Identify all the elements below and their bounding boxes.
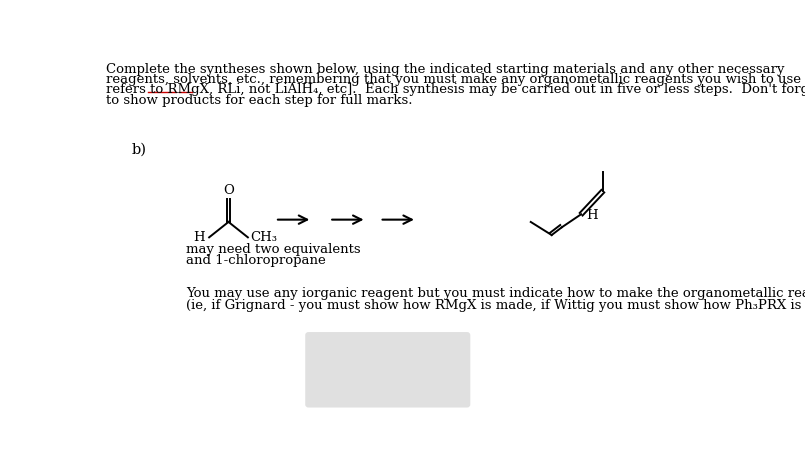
Text: and 1-chloropropane: and 1-chloropropane bbox=[186, 254, 326, 267]
Text: reagents, solvents, etc., remembering that you must make any organometallic reag: reagents, solvents, etc., remembering th… bbox=[106, 73, 805, 86]
Text: may need two equivalents: may need two equivalents bbox=[186, 243, 361, 256]
Text: b): b) bbox=[132, 142, 147, 157]
Text: O: O bbox=[223, 184, 234, 196]
Text: H: H bbox=[194, 231, 205, 244]
Text: You may use any iorganic reagent but you must indicate how to make the organomet: You may use any iorganic reagent but you… bbox=[186, 287, 805, 300]
Text: refers to RMgX, RLi, not LiAlH₄, etc].  Each synthesis may be carried out in fiv: refers to RMgX, RLi, not LiAlH₄, etc]. E… bbox=[106, 83, 805, 96]
Text: CH₃: CH₃ bbox=[250, 231, 277, 244]
Text: to show products for each step for full marks.: to show products for each step for full … bbox=[106, 94, 412, 107]
Text: H: H bbox=[586, 209, 597, 222]
FancyBboxPatch shape bbox=[305, 332, 470, 407]
Text: (ie, if Grignard - you must show how RMgX is made, if Wittig you must show how P: (ie, if Grignard - you must show how RMg… bbox=[186, 299, 805, 312]
Text: Complete the syntheses shown below, using the indicated starting materials and a: Complete the syntheses shown below, usin… bbox=[106, 63, 785, 76]
